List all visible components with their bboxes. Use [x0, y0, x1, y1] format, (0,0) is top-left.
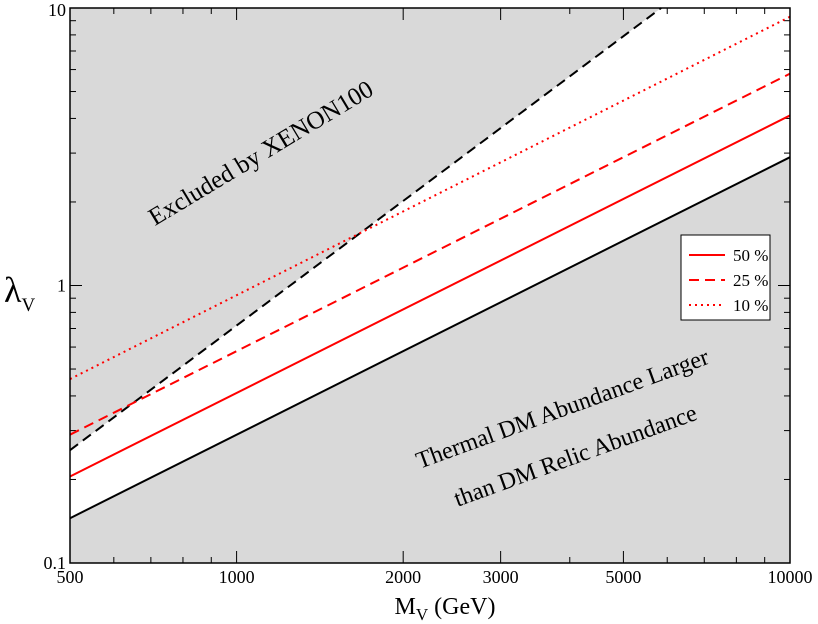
x-tick-label: 2000	[385, 567, 421, 587]
y-axis-label: λV	[4, 270, 35, 316]
x-tick-label: 3000	[483, 567, 519, 587]
data-lines	[69, 7, 791, 520]
y-tick-label: 1	[57, 276, 66, 296]
series-line-0	[69, 114, 791, 478]
x-axis-label: MV (GeV)	[395, 594, 496, 624]
legend-label-1: 25 %	[733, 271, 768, 290]
series-line-2	[69, 15, 791, 380]
legend: 50 % 25 % 10 %	[680, 234, 771, 321]
boundary-line-xenon	[69, 7, 662, 451]
y-tick-labels: 0.1 1 10	[44, 0, 67, 573]
y-tick-label: 10	[48, 0, 66, 20]
region-thermal	[70, 157, 790, 563]
x-tick-label: 1000	[219, 567, 255, 587]
x-tick-label: 5000	[605, 567, 641, 587]
boundary-line-relic	[69, 156, 791, 520]
plot-frame	[69, 7, 791, 564]
series-line-1	[69, 72, 791, 436]
y-tick-label: 0.1	[44, 553, 67, 573]
x-tick-label: 10000	[768, 567, 813, 587]
minor-ticks	[69, 7, 791, 564]
x-tick-labels: 500 1000 2000 3000 5000 10000	[57, 567, 813, 587]
legend-label-2: 10 %	[733, 296, 768, 315]
x-tick-label: 500	[57, 567, 84, 587]
legend-label-0: 50 %	[733, 246, 768, 265]
